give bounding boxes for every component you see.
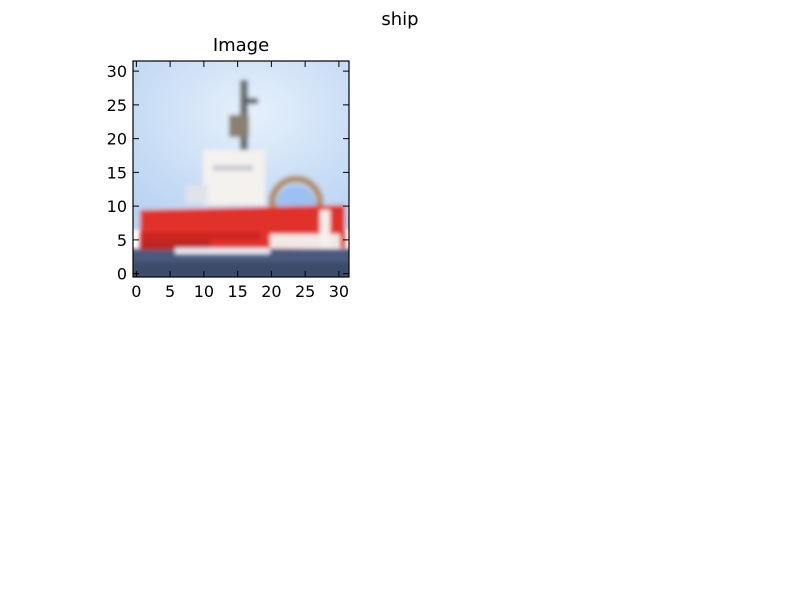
- y-tick-label: 25: [107, 96, 127, 115]
- x-tick-label: 25: [295, 282, 315, 301]
- x-ticks: 0 5 10 15 20 25 30: [131, 61, 349, 301]
- x-tick-label: 10: [194, 282, 214, 301]
- y-tick-label: 0: [117, 265, 127, 284]
- axes-frame: [132, 60, 350, 278]
- superstructure: [203, 150, 265, 205]
- y-tick-label: 20: [107, 130, 127, 149]
- y-tick-label: 15: [107, 163, 127, 182]
- ship-image: [133, 61, 349, 277]
- x-tick-label: 0: [131, 282, 141, 301]
- x-tick-label: 20: [261, 282, 281, 301]
- y-tick-label: 5: [117, 231, 127, 250]
- x-tick-label: 5: [165, 282, 175, 301]
- y-tick-label: 30: [107, 62, 127, 81]
- figure-suptitle: ship: [381, 9, 419, 30]
- axes-title: Image: [212, 35, 270, 56]
- x-tick-label: 15: [227, 282, 247, 301]
- y-ticks: 0 5 10 15 20 25 30: [107, 62, 349, 284]
- x-tick-label: 30: [329, 282, 349, 301]
- y-tick-label: 10: [107, 197, 127, 216]
